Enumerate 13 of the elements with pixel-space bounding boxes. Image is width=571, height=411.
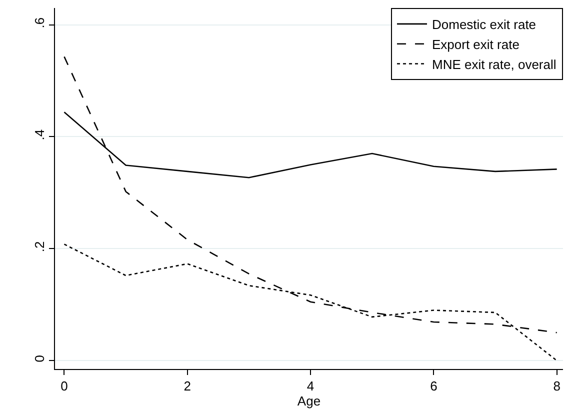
x-tick-label: 8 xyxy=(553,378,560,394)
x-tick-label: 6 xyxy=(430,378,438,394)
x-tick-label: 4 xyxy=(306,378,314,394)
legend-label: Export exit rate xyxy=(432,36,520,52)
legend-label: MNE exit rate, overall xyxy=(432,56,556,72)
y-tick-label: .6 xyxy=(32,17,47,28)
y-tick-label: .2 xyxy=(32,241,47,252)
x-tick-label: 2 xyxy=(184,378,192,394)
x-tick-label: 0 xyxy=(60,378,68,394)
y-tick-label: .4 xyxy=(32,129,47,140)
y-tick-label: 0 xyxy=(32,355,47,362)
legend-label: Domestic exit rate xyxy=(432,17,536,32)
x-axis-title: Age xyxy=(297,394,321,409)
